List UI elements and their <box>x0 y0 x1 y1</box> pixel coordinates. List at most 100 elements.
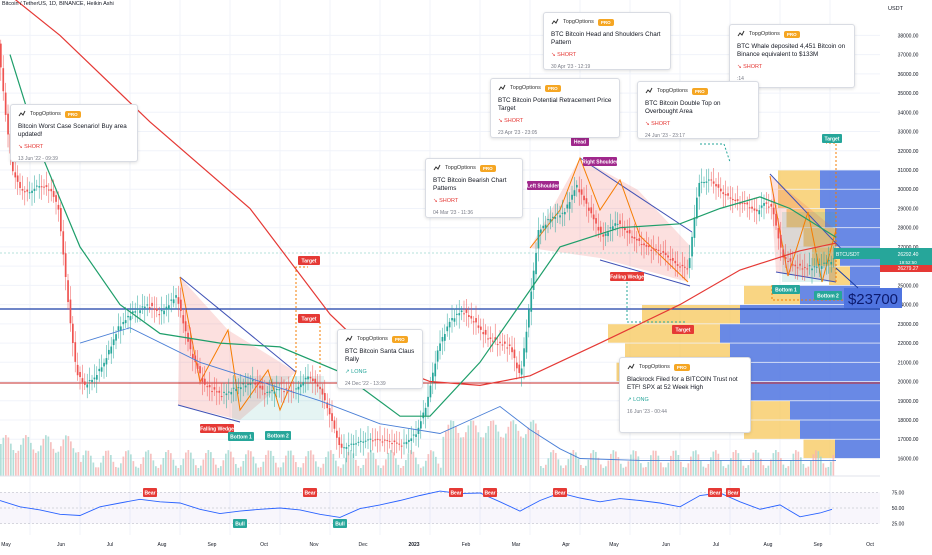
candle-body <box>561 212 564 214</box>
candle-body <box>640 244 643 246</box>
bear-label: Bear <box>450 490 461 496</box>
volume-bar <box>565 465 567 476</box>
volume-profile-bar <box>825 208 880 228</box>
volume-bar <box>707 463 710 476</box>
volume-bar <box>792 453 795 476</box>
volume-bar <box>5 435 7 476</box>
bull-label-bg <box>333 519 347 528</box>
volume-bar <box>10 443 12 476</box>
candle-body <box>739 203 741 205</box>
idea-card[interactable]: TopgOptions PRO Blackrock Filed for a BIT… <box>619 357 751 433</box>
bottom1-label: Bottom 1 <box>775 287 797 293</box>
x-tick-label: Jul <box>713 542 719 548</box>
volume-bar <box>245 454 247 476</box>
idea-direction: ↗ LONG <box>345 369 367 375</box>
candle-body <box>552 216 554 218</box>
volume-bar <box>377 465 380 476</box>
candle-body <box>338 437 341 446</box>
candle-body <box>105 358 108 365</box>
idea-badge: PRO <box>64 110 81 118</box>
volume-bar <box>532 420 535 476</box>
candle-body <box>501 344 504 346</box>
candle-body <box>0 43 2 68</box>
volume-bar <box>625 466 627 476</box>
volume-bar <box>212 458 215 476</box>
volume-bar <box>105 450 107 476</box>
candle-body <box>676 264 679 266</box>
volume-bar <box>427 454 430 476</box>
idea-author: TopgOptions <box>657 88 688 94</box>
candle-body <box>153 308 156 310</box>
candle-body <box>218 390 221 393</box>
volume-bar <box>755 450 757 476</box>
volume-bar <box>25 435 27 476</box>
volume-bar <box>35 452 37 476</box>
candle-body <box>192 353 194 359</box>
volume-bar <box>147 450 150 476</box>
candle-body <box>28 192 31 194</box>
candle-body <box>144 306 146 309</box>
volume-bar <box>592 450 595 476</box>
bottom2-label-bg <box>814 291 842 300</box>
volume-bar <box>787 466 790 476</box>
volume-bar <box>310 450 312 476</box>
volume-bar <box>780 458 782 476</box>
volume-bar <box>717 453 720 476</box>
candle-body <box>729 197 732 199</box>
candle-body <box>360 440 362 442</box>
idea-card[interactable]: TopgOptions PRO BTC Whale deposited 4,451… <box>729 24 855 88</box>
x-tick-label: Sep <box>814 542 823 548</box>
candle-body <box>319 386 321 390</box>
volume-bar <box>157 467 160 476</box>
candle-body <box>309 376 312 379</box>
volume-bar <box>160 464 162 476</box>
candle-body <box>672 258 674 261</box>
idea-author: TopgOptions <box>749 31 780 37</box>
candle-body <box>628 229 631 234</box>
volume-bar <box>407 453 410 476</box>
idea-direction: ↘ SHORT <box>645 121 671 127</box>
volume-bar <box>700 461 702 476</box>
idea-author: TopgOptions <box>357 336 388 342</box>
idea-author: TopgOptions <box>445 165 476 171</box>
volume-bar <box>665 467 667 476</box>
volume-bar <box>607 460 610 476</box>
idea-badge: PRO <box>479 164 496 172</box>
candle-body <box>228 391 230 393</box>
idea-timestamp: :14 <box>737 76 744 82</box>
y-tick-label: 21000.00 <box>898 360 919 366</box>
candle-body <box>103 362 105 367</box>
y-tick-label: 16000.00 <box>898 456 919 462</box>
candle-body <box>542 225 545 229</box>
volume-bar <box>572 450 575 476</box>
symbol-text: Bitcoin / TetherUS, 1D, BINANCE, Heikin … <box>2 1 114 7</box>
volume-bar <box>732 452 735 476</box>
volume-bar <box>150 453 152 476</box>
candle-body <box>36 185 38 187</box>
candle-body <box>705 181 708 183</box>
candle-body <box>112 339 115 346</box>
idea-card[interactable]: TopgOptions PRO BTC Bitcoin Double Top on… <box>637 81 759 139</box>
volume-bar <box>635 451 637 476</box>
candle-body <box>98 368 101 372</box>
volume-bar <box>605 466 607 476</box>
volume-bar <box>97 467 100 476</box>
idea-card[interactable]: TopgOptions PRO BTC Bitcoin Head and Shou… <box>543 12 671 70</box>
candle-body <box>434 363 437 377</box>
idea-card[interactable]: TopgOptions PRO BTC Bitcoin Bearish Chart… <box>425 158 523 218</box>
candle-body <box>573 190 576 196</box>
volume-bar <box>15 452 17 476</box>
idea-card[interactable]: TopgOptions PRO BTC Bitcoin Potential Ret… <box>490 78 620 138</box>
candle-body <box>732 198 734 201</box>
volume-bar <box>810 461 812 476</box>
candle-body <box>175 295 177 298</box>
idea-card[interactable]: TopgOptions PRO Bitcoin Worst Case Scenar… <box>10 104 138 162</box>
candle-body <box>204 378 206 385</box>
volume-bar <box>470 420 472 476</box>
target-label-bg <box>822 134 842 143</box>
idea-card[interactable]: TopgOptions PRO BTC Bitcoin Santa Claus R… <box>337 329 423 389</box>
volume-bar <box>77 452 80 476</box>
candle-body <box>717 184 720 188</box>
bull-label-bg <box>233 519 247 528</box>
volume-bar <box>202 459 205 476</box>
